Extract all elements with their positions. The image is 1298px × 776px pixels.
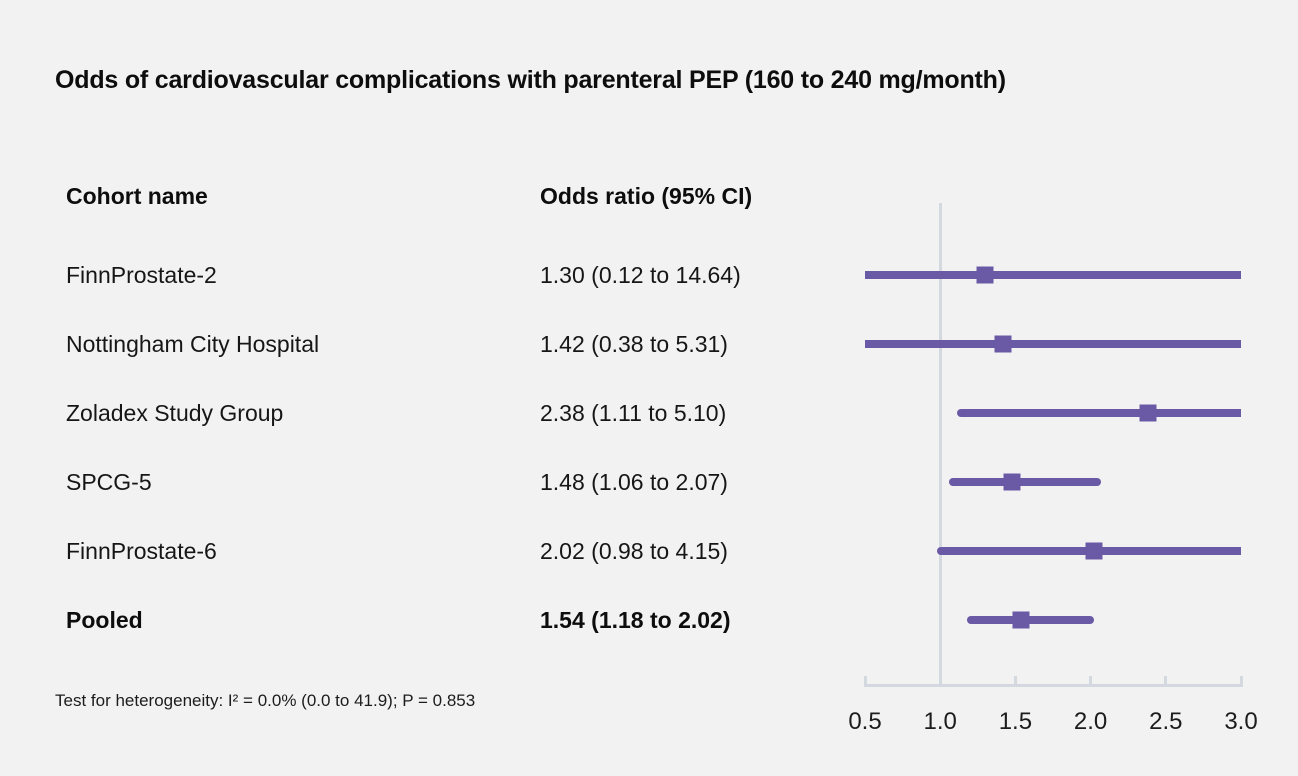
column-header-odds-ratio: Odds ratio (95% CI) [540,183,753,209]
pooled-estimate-marker [1012,611,1030,629]
cohort-name: FinnProstate-2 [66,262,217,288]
confidence-interval-bar [956,409,1241,417]
confidence-interval-bar [949,478,1102,486]
x-axis-tick-label: 1.5 [998,708,1033,735]
cohort-name: SPCG-5 [66,469,152,495]
x-axis-tick-label: 1.0 [923,708,957,735]
x-axis-tick [1089,676,1093,687]
odds-ratio-value-pooled: 1.54 (1.18 to 2.02) [540,607,731,633]
x-axis-tick-label: 3.0 [1224,708,1258,735]
odds-ratio-value: 2.38 (1.11 to 5.10) [540,400,727,426]
x-axis-tick-label: 2.5 [1149,708,1183,735]
cohort-name: FinnProstate-6 [66,538,217,564]
confidence-interval-bar [967,616,1094,624]
plot-area [863,203,1243,687]
odds-ratio-value: 2.02 (0.98 to 4.15) [540,538,728,564]
heterogeneity-note: Test for heterogeneity: I² = 0.0% (0.0 t… [55,691,476,710]
cohort-name-pooled: Pooled [66,607,143,633]
odds-ratio-marker [1003,473,1021,491]
odds-ratio-marker [1139,404,1157,422]
x-axis-line [865,684,1241,687]
column-header-cohort: Cohort name [66,183,208,209]
odds-ratio-value: 1.48 (1.06 to 2.07) [540,469,728,495]
x-axis-tick-label: 2.0 [1073,708,1108,735]
cohort-name: Nottingham City Hospital [66,331,320,357]
figure-title: Odds of cardiovascular complications wit… [55,66,1006,94]
reference-line [938,203,942,687]
odds-ratio-value: 1.30 (0.12 to 14.64) [540,262,741,288]
x-axis-tick [1013,676,1017,687]
x-axis-tick [1239,676,1243,687]
x-axis-tick [863,676,867,687]
x-axis-tick-label: 0.5 [848,708,882,735]
x-axis-labels: 0.5 1.0 1.5 2.0 2.5 3.0 [848,708,1257,740]
odds-ratio-marker [1085,542,1103,560]
confidence-interval-bar [865,271,1241,279]
cohort-name: Zoladex Study Group [66,400,284,426]
odds-ratio-value: 1.42 (0.38 to 5.31) [540,331,728,357]
confidence-interval-bar [865,340,1241,348]
odds-ratio-marker [976,266,994,284]
odds-ratio-marker [994,335,1012,353]
x-axis-tick [1164,676,1168,687]
x-axis-tick [938,676,942,687]
